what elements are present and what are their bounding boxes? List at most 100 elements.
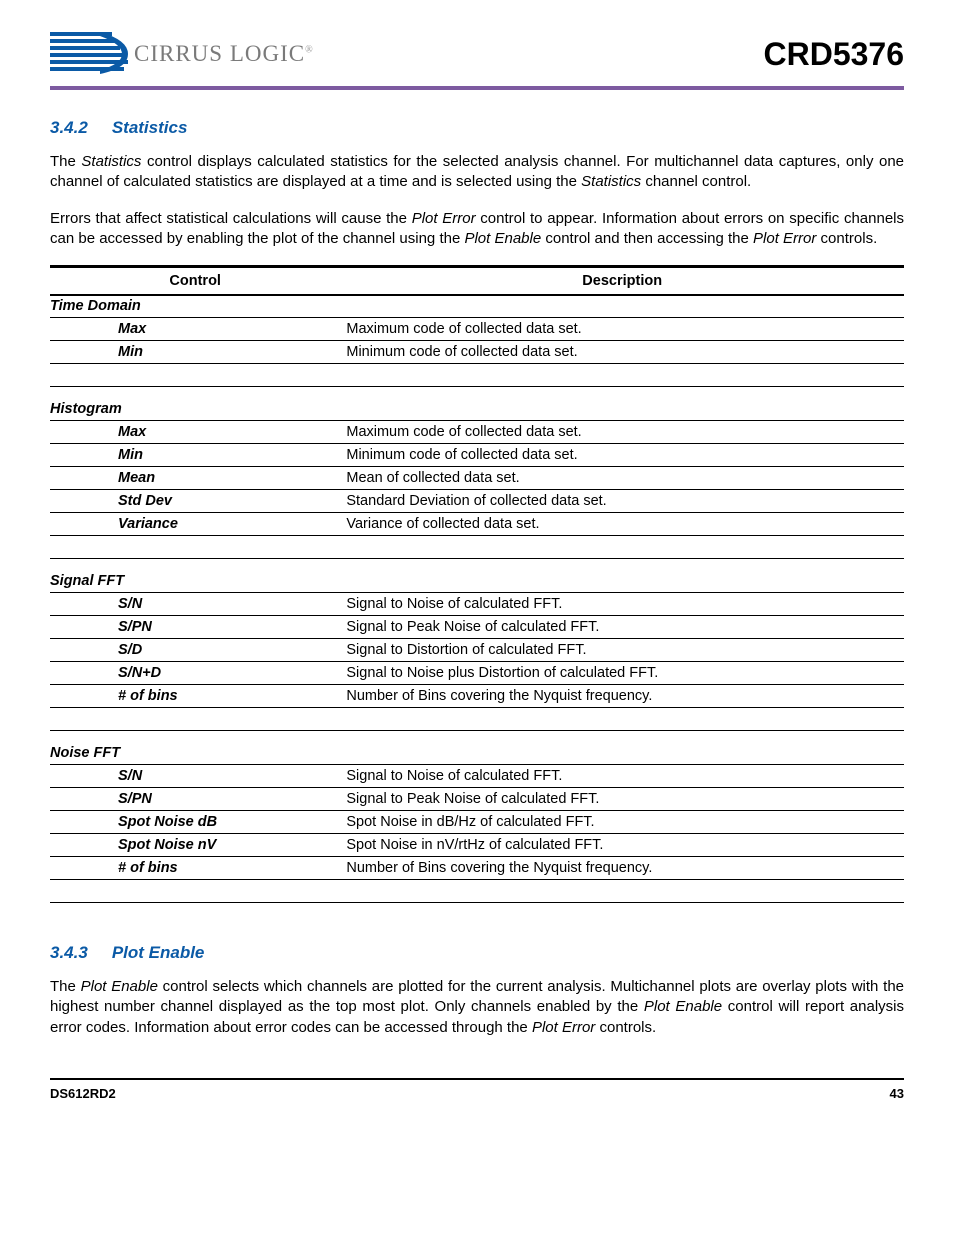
cell-control: S/N (50, 593, 340, 616)
footer-page-number: 43 (890, 1086, 904, 1101)
text: channel control. (641, 173, 751, 190)
text: The (50, 153, 81, 170)
table-row: MaxMaximum code of collected data set. (50, 421, 904, 444)
cell-description: Signal to Distortion of calculated FFT. (340, 639, 904, 662)
section-heading-plot-enable: 3.4.3 Plot Enable (50, 943, 904, 963)
table-row: Spot Noise nVSpot Noise in nV/rtHz of ca… (50, 834, 904, 857)
table-row: S/PNSignal to Peak Noise of calculated F… (50, 616, 904, 639)
table-category-row: Noise FFT (50, 731, 904, 765)
cell-description: Signal to Noise of calculated FFT. (340, 765, 904, 788)
table-spacer-row (50, 364, 904, 387)
table-spacer-row (50, 536, 904, 559)
cell-control: S/D (50, 639, 340, 662)
term-plot-enable: Plot Enable (81, 978, 158, 995)
table-header-row: Control Description (50, 267, 904, 296)
cell-control: Spot Noise dB (50, 811, 340, 834)
page-footer: DS612RD2 43 (50, 1078, 904, 1101)
cell-description: Spot Noise in dB/Hz of calculated FFT. (340, 811, 904, 834)
table-row: S/N+DSignal to Noise plus Distortion of … (50, 662, 904, 685)
term-plot-enable: Plot Enable (644, 998, 722, 1015)
table-row: S/DSignal to Distortion of calculated FF… (50, 639, 904, 662)
cell-description: Minimum code of collected data set. (340, 341, 904, 364)
table-category-row: Signal FFT (50, 559, 904, 593)
cell-description: Signal to Noise plus Distortion of calcu… (340, 662, 904, 685)
col-control: Control (50, 267, 340, 296)
cell-control: Max (50, 421, 340, 444)
cell-control: S/PN (50, 616, 340, 639)
section-title: Plot Enable (112, 943, 205, 962)
term-statistics: Statistics (581, 173, 641, 190)
text: Errors that affect statistical calculati… (50, 210, 412, 227)
text: controls. (595, 1019, 656, 1036)
table-row: # of binsNumber of Bins covering the Nyq… (50, 685, 904, 708)
cell-control: # of bins (50, 685, 340, 708)
table-row: S/NSignal to Noise of calculated FFT. (50, 765, 904, 788)
statistics-table: Control Description Time DomainMaxMaximu… (50, 265, 904, 903)
cell-description: Variance of collected data set. (340, 513, 904, 536)
document-title: CRD5376 (763, 36, 904, 73)
section-number: 3.4.2 (50, 118, 88, 137)
cell-control: S/N (50, 765, 340, 788)
table-row: Spot Noise dBSpot Noise in dB/Hz of calc… (50, 811, 904, 834)
text: control and then accessing the (541, 230, 753, 247)
logo-text: CIRRUS LOGIC® (134, 41, 314, 67)
text: controls. (816, 230, 877, 247)
cell-description: Maximum code of collected data set. (340, 318, 904, 341)
table-category-label: Histogram (50, 387, 904, 421)
logo: CIRRUS LOGIC® (50, 30, 314, 78)
cell-description: Minimum code of collected data set. (340, 444, 904, 467)
text: control displays calculated statistics f… (50, 153, 904, 190)
term-plot-error: Plot Error (532, 1019, 595, 1036)
table-category-label: Time Domain (50, 295, 904, 318)
col-description: Description (340, 267, 904, 296)
cell-description: Standard Deviation of collected data set… (340, 490, 904, 513)
cell-description: Maximum code of collected data set. (340, 421, 904, 444)
cell-control: Max (50, 318, 340, 341)
section-number: 3.4.3 (50, 943, 88, 962)
table-category-label: Noise FFT (50, 731, 904, 765)
table-row: MinMinimum code of collected data set. (50, 444, 904, 467)
page-header: CIRRUS LOGIC® CRD5376 (50, 30, 904, 78)
cell-control: Variance (50, 513, 340, 536)
text: The (50, 978, 81, 995)
statistics-para-1: The Statistics control displays calculat… (50, 152, 904, 193)
table-spacer-row (50, 708, 904, 731)
table-row: MinMinimum code of collected data set. (50, 341, 904, 364)
plot-enable-para: The Plot Enable control selects which ch… (50, 977, 904, 1038)
table-row: MeanMean of collected data set. (50, 467, 904, 490)
logo-word: CIRRUS LOGIC (134, 41, 305, 66)
table-spacer-row (50, 880, 904, 903)
cell-description: Spot Noise in nV/rtHz of calculated FFT. (340, 834, 904, 857)
cell-control: S/PN (50, 788, 340, 811)
cell-description: Mean of collected data set. (340, 467, 904, 490)
cell-control: # of bins (50, 857, 340, 880)
table-row: # of binsNumber of Bins covering the Nyq… (50, 857, 904, 880)
table-row: VarianceVariance of collected data set. (50, 513, 904, 536)
cell-control: Std Dev (50, 490, 340, 513)
cell-description: Signal to Noise of calculated FFT. (340, 593, 904, 616)
cell-description: Number of Bins covering the Nyquist freq… (340, 857, 904, 880)
cell-control: Mean (50, 467, 340, 490)
cell-description: Signal to Peak Noise of calculated FFT. (340, 616, 904, 639)
table-row: Std DevStandard Deviation of collected d… (50, 490, 904, 513)
statistics-para-2: Errors that affect statistical calculati… (50, 209, 904, 250)
footer-doc-id: DS612RD2 (50, 1086, 116, 1101)
cell-control: Min (50, 341, 340, 364)
logo-mark-icon (50, 30, 128, 78)
term-plot-error: Plot Error (412, 210, 476, 227)
term-plot-error: Plot Error (753, 230, 816, 247)
table-row: MaxMaximum code of collected data set. (50, 318, 904, 341)
cell-control: Min (50, 444, 340, 467)
table-category-row: Histogram (50, 387, 904, 421)
cell-control: S/N+D (50, 662, 340, 685)
term-plot-enable: Plot Enable (464, 230, 541, 247)
cell-control: Spot Noise nV (50, 834, 340, 857)
header-rule (50, 86, 904, 90)
table-category-row: Time Domain (50, 295, 904, 318)
table-row: S/NSignal to Noise of calculated FFT. (50, 593, 904, 616)
table-category-label: Signal FFT (50, 559, 904, 593)
section-title: Statistics (112, 118, 188, 137)
cell-description: Signal to Peak Noise of calculated FFT. (340, 788, 904, 811)
term-statistics: Statistics (81, 153, 141, 170)
section-heading-statistics: 3.4.2 Statistics (50, 118, 904, 138)
